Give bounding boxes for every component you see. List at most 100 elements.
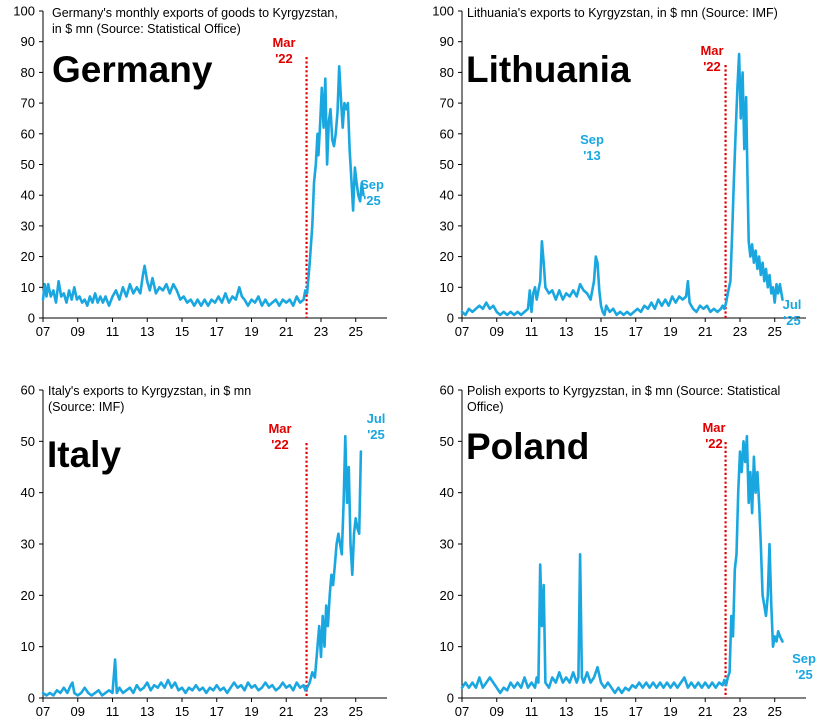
chart-title-line: (Source: IMF) [48, 400, 124, 414]
x-tick-label: 19 [663, 704, 677, 719]
x-tick-label: 23 [733, 704, 747, 719]
x-tick-label: 09 [71, 324, 85, 339]
y-tick-label: 30 [21, 537, 35, 552]
end-date-label: Jul '25 [783, 297, 802, 328]
chart-title-line: in $ mn (Source: Statistical Office) [52, 22, 241, 36]
y-tick-label: 0 [447, 311, 454, 326]
x-tick-label: 21 [698, 704, 712, 719]
chart-panel-germany: 0 10 20 30 40 50 60 70 80 90 100 07 09 11 13 15 17 19 21 23… [13, 4, 387, 339]
invasion-marker-label: Mar '22 [702, 420, 725, 451]
y-tick-label: 40 [440, 188, 454, 203]
x-tick-label: 19 [244, 324, 258, 339]
x-tick-label: 15 [594, 324, 608, 339]
invasion-marker-label-line: Mar [272, 35, 295, 50]
x-tick-label: 11 [106, 704, 120, 719]
y-tick-label: 60 [440, 383, 454, 398]
y-tick-label: 40 [21, 485, 35, 500]
chart-title-line: Polish exports to Kyrgyzstan, in $ mn (S… [467, 384, 780, 398]
y-tick-label: 10 [21, 280, 35, 295]
end-date-label-line: '25 [367, 427, 385, 442]
y-tick-label: 10 [440, 280, 454, 295]
chart-panel-lithuania: 0 10 20 30 40 50 60 70 80 90 100 07 09 11 13 15 17 19 21 23… [432, 4, 806, 339]
x-tick-label: 09 [71, 704, 85, 719]
y-tick-label: 0 [28, 691, 35, 706]
x-tick-label: 13 [140, 324, 154, 339]
y-tick-label: 0 [447, 691, 454, 706]
country-label: Italy [47, 434, 121, 475]
series-line-exports [460, 434, 784, 695]
country-label: Lithuania [466, 49, 631, 90]
chart-panel-italy: 0 10 20 30 40 50 60 07 09 11 13 15 17 19 21 23 25 Italy's… [21, 383, 387, 719]
x-tick-label: 19 [663, 324, 677, 339]
end-date-label-line: '25 [795, 667, 813, 682]
end-date-label-line: Sep [360, 177, 384, 192]
x-tick-label: 25 [767, 704, 781, 719]
invasion-marker-label: Mar '22 [268, 421, 291, 452]
x-tick-label: 13 [559, 324, 573, 339]
y-tick-label: 70 [440, 96, 454, 111]
x-tick-label: 17 [629, 704, 643, 719]
x-tick-label: 13 [559, 704, 573, 719]
end-date-label-line: Sep [792, 651, 816, 666]
end-date-label-line: Jul [367, 411, 386, 426]
y-tick-label: 30 [440, 218, 454, 233]
y-tick-label: 90 [21, 34, 35, 49]
y-tick-label: 20 [21, 249, 35, 264]
x-tick-label: 07 [36, 324, 50, 339]
annotation-label-line: Sep [580, 132, 604, 147]
chart-title: Polish exports to Kyrgyzstan, in $ mn (S… [467, 384, 780, 414]
y-tick-label: 50 [440, 434, 454, 449]
x-tick-label: 11 [106, 324, 120, 339]
x-tick-label: 19 [244, 704, 258, 719]
x-tick-label: 11 [525, 324, 539, 339]
x-tick-label: 21 [279, 324, 293, 339]
invasion-marker-label-line: '22 [703, 59, 721, 74]
y-tick-label: 20 [440, 249, 454, 264]
chart-panel-poland: 0 10 20 30 40 50 60 07 09 11 13 15 17 19 21 23 25 Polish … [440, 383, 816, 720]
x-tick-label: 07 [455, 324, 469, 339]
annotation-label-line: '13 [583, 148, 601, 163]
y-tick-label: 90 [440, 34, 454, 49]
x-tick-label: 17 [210, 324, 224, 339]
y-tick-label: 50 [21, 434, 35, 449]
x-tick-label: 07 [455, 704, 469, 719]
x-tick-label: 21 [698, 324, 712, 339]
x-tick-label: 25 [348, 324, 362, 339]
series-line-exports [41, 434, 363, 697]
x-tick-label: 17 [210, 704, 224, 719]
chart-title-line: Italy's exports to Kyrgyzstan, in $ mn [48, 384, 251, 398]
y-tick-label: 30 [440, 537, 454, 552]
annotation-label: Sep '13 [580, 132, 604, 163]
y-tick-label: 100 [13, 4, 35, 19]
invasion-marker-label-line: Mar [268, 421, 291, 436]
x-tick-label: 13 [140, 704, 154, 719]
y-tick-label: 20 [440, 588, 454, 603]
invasion-marker-label-line: Mar [700, 43, 723, 58]
invasion-marker-label-line: '22 [275, 51, 293, 66]
chart-title: Italy's exports to Kyrgyzstan, in $ mn (S… [48, 384, 251, 414]
chart-title: Lithuania's exports to Kyrgyzstan, in $ … [467, 6, 778, 20]
country-label: Poland [466, 426, 589, 467]
chart-title-line: Germany's monthly exports of goods to Ky… [52, 6, 338, 20]
end-date-label: Sep '25 [792, 651, 816, 682]
invasion-marker-label-line: '22 [271, 437, 289, 452]
x-tick-label: 09 [490, 324, 504, 339]
x-tick-label: 07 [36, 704, 50, 719]
series-line-exports [460, 52, 784, 317]
invasion-marker-label: Mar '22 [700, 43, 723, 74]
y-tick-label: 50 [440, 157, 454, 172]
invasion-marker-label: Mar '22 [272, 35, 295, 66]
chart-title: Germany's monthly exports of goods to Ky… [52, 6, 338, 36]
y-tick-label: 40 [21, 188, 35, 203]
y-tick-label: 10 [440, 639, 454, 654]
y-tick-label: 60 [440, 126, 454, 141]
y-tick-label: 70 [21, 96, 35, 111]
y-tick-label: 30 [21, 218, 35, 233]
x-tick-label: 15 [594, 704, 608, 719]
x-tick-label: 25 [348, 704, 362, 719]
x-tick-label: 23 [314, 324, 328, 339]
country-label: Germany [52, 49, 213, 90]
x-tick-label: 11 [525, 704, 539, 719]
y-tick-label: 50 [21, 157, 35, 172]
